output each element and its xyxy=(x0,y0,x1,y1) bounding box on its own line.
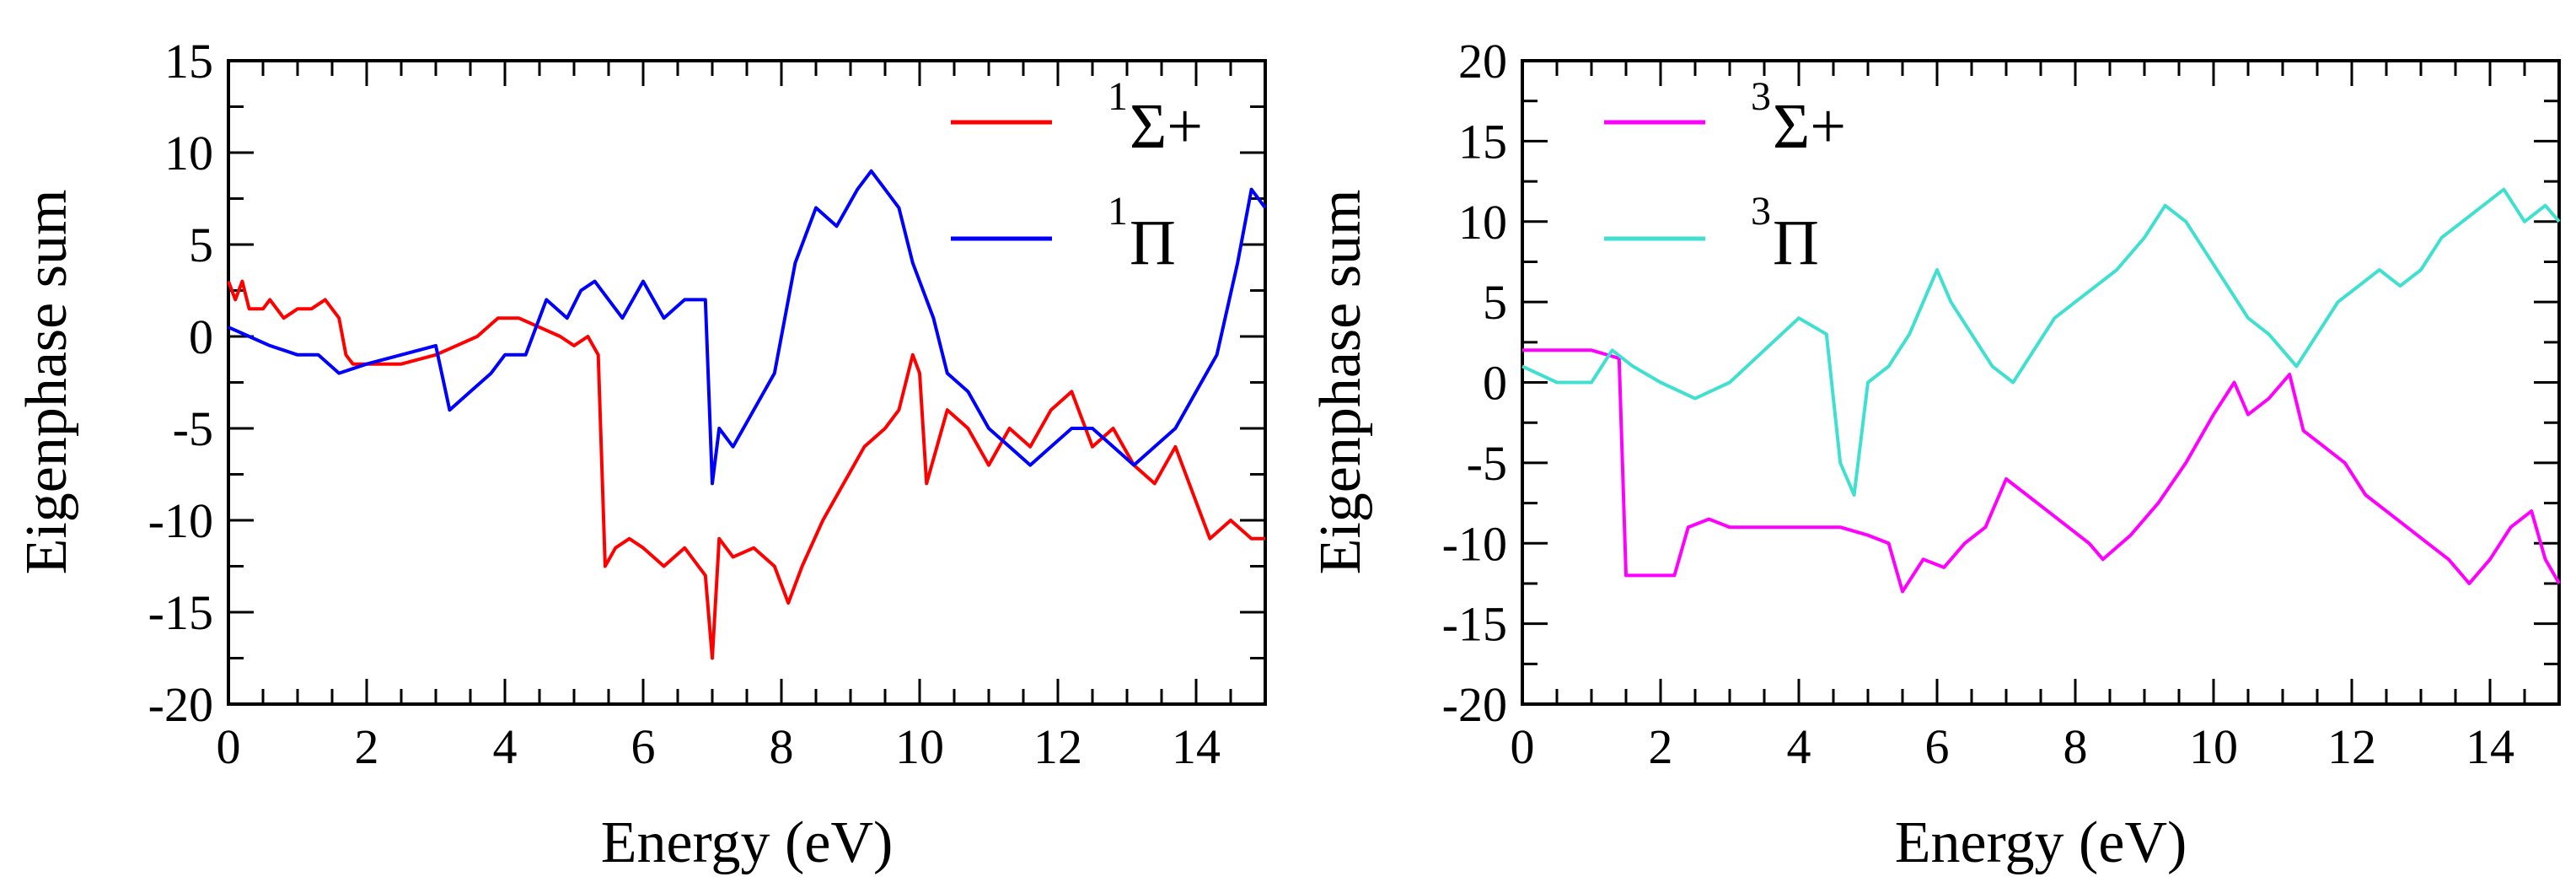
right-y-tick-label: -10 xyxy=(1442,516,1507,571)
left-series-lines xyxy=(227,169,1267,660)
left-x-tick-label: 10 xyxy=(895,719,944,774)
right-y-tick-label: 15 xyxy=(1458,114,1507,169)
right-x-axis-label: Energy (eV) xyxy=(1895,810,2187,875)
right-x-tick-label: 8 xyxy=(2063,719,2088,774)
right-x-tick-label: 10 xyxy=(2189,719,2238,774)
right-x-tick-label: 2 xyxy=(1649,719,1673,774)
right-x-tick-label: 14 xyxy=(2466,719,2514,774)
left-legend-label-sigma: Σ+ xyxy=(1130,91,1203,162)
right-y-tick-label: -15 xyxy=(1442,597,1507,652)
right-legend-sup-sigma: 3 xyxy=(1751,74,1771,119)
left-x-tick-label: 14 xyxy=(1172,719,1221,774)
right-legend-sup-pi: 3 xyxy=(1751,189,1771,234)
left-legend-sup-sigma: 1 xyxy=(1108,74,1128,119)
left-tick-marks xyxy=(227,59,1267,706)
right-y-axis-label: Eigenphase sum xyxy=(1308,190,1373,575)
left-y-tick-label: 5 xyxy=(189,218,213,272)
right-y-tick-label: 5 xyxy=(1483,275,1507,330)
right-series-line-pi xyxy=(1521,187,2561,497)
right-x-tick-label: 6 xyxy=(1925,719,1950,774)
left-y-tick-label: 0 xyxy=(189,309,213,364)
right-series-line-sigma xyxy=(1522,348,2561,594)
left-x-axis-label: Energy (eV) xyxy=(601,810,894,875)
right-legend-label-sigma: Σ+ xyxy=(1773,91,1846,162)
left-series-line-pi xyxy=(228,169,1267,486)
right-x-tick-labels: 0 2 4 6 8 10 12 14 xyxy=(1511,719,2515,774)
left-y-tick-label: -20 xyxy=(148,677,213,732)
left-x-tick-label: 0 xyxy=(217,719,241,774)
right-x-tick-label: 0 xyxy=(1511,719,1535,774)
left-x-tick-label: 4 xyxy=(493,719,518,774)
left-x-tick-label: 2 xyxy=(355,719,379,774)
right-y-tick-label: 0 xyxy=(1483,356,1507,411)
right-legend-label-pi: Π xyxy=(1773,207,1819,278)
left-chart-panel: 0 2 4 6 8 10 12 14 -20 -15 -10 -5 0 5 10 15 Energy (eV… xyxy=(14,34,1267,875)
right-x-tick-label: 12 xyxy=(2327,719,2376,774)
right-y-tick-label: 10 xyxy=(1458,195,1507,250)
left-legend-label-pi: Π xyxy=(1130,207,1176,278)
left-y-tick-label: 10 xyxy=(164,126,213,180)
left-y-axis-label: Eigenphase sum xyxy=(14,190,79,575)
left-y-tick-label: -5 xyxy=(173,401,213,456)
right-chart-panel: 0 2 4 6 8 10 12 14 -20 -15 -10 -5 0 5 10 15 20 Energy (… xyxy=(1308,34,2561,875)
left-legend-sup-pi: 1 xyxy=(1108,189,1128,234)
left-y-tick-label: 15 xyxy=(164,34,213,89)
left-x-tick-labels: 0 2 4 6 8 10 12 14 xyxy=(217,719,1221,774)
left-x-tick-label: 12 xyxy=(1033,719,1082,774)
right-y-tick-labels: -20 -15 -10 -5 0 5 10 15 20 xyxy=(1442,34,1507,732)
right-series-lines xyxy=(1521,187,2561,594)
left-plot-frame xyxy=(227,59,1267,706)
right-y-tick-label: -5 xyxy=(1467,436,1507,491)
right-tick-marks xyxy=(1521,59,2561,706)
left-y-tick-label: -10 xyxy=(148,493,213,548)
left-y-tick-labels: -20 -15 -10 -5 0 5 10 15 xyxy=(148,34,213,732)
left-x-tick-label: 8 xyxy=(770,719,794,774)
right-plot-frame xyxy=(1521,59,2561,706)
left-legend: 1 Σ+ 1 Π xyxy=(951,74,1203,278)
left-x-tick-label: 6 xyxy=(631,719,656,774)
left-series-line-sigma xyxy=(227,279,1265,660)
right-legend: 3 Σ+ 3 Π xyxy=(1604,74,1846,278)
right-x-tick-label: 4 xyxy=(1787,719,1811,774)
left-y-tick-label: -15 xyxy=(148,585,213,640)
right-y-tick-label: -20 xyxy=(1442,677,1507,732)
right-y-tick-label: 20 xyxy=(1458,34,1507,89)
